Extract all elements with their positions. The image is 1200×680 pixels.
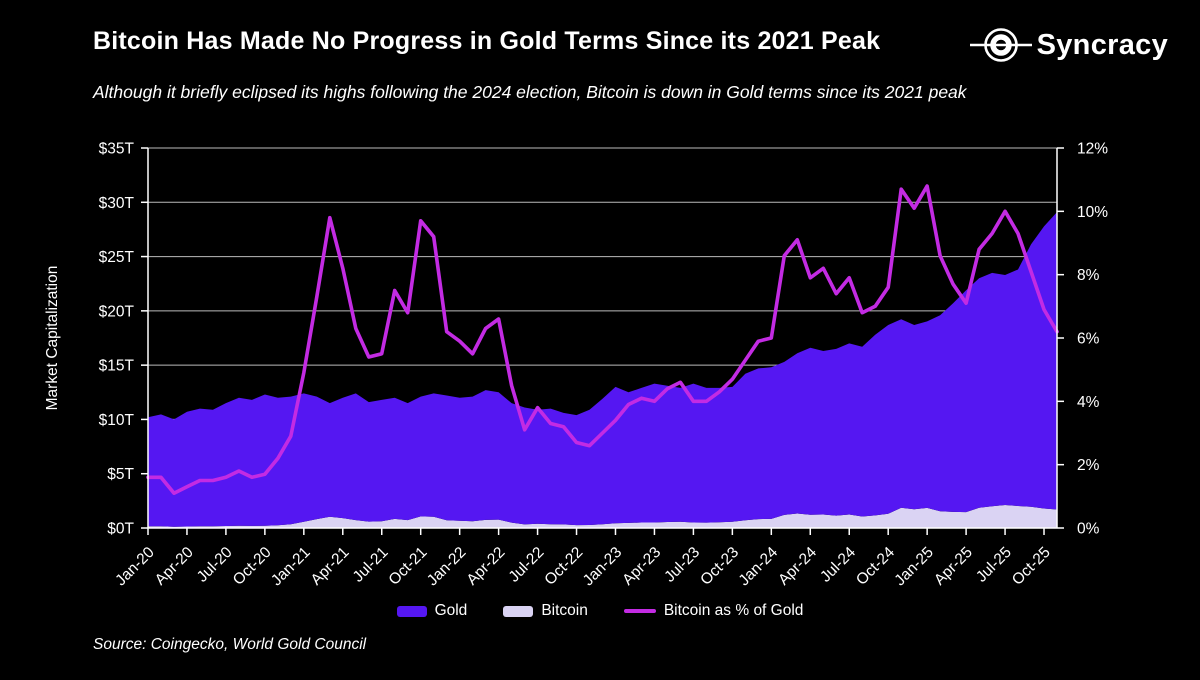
legend-item-gold: Gold — [396, 602, 468, 620]
x-tick-label: Oct-25 — [1009, 544, 1054, 589]
bitcoin-swatch-icon — [503, 605, 534, 617]
x-tick-label: Jul-22 — [506, 544, 548, 586]
legend-label-bitcoin: Bitcoin — [541, 602, 588, 619]
bitcoin-area-series — [148, 505, 1057, 528]
x-tick-label: Jan-21 — [268, 544, 314, 590]
chart-legend: Gold Bitcoin Bitcoin as % of Gold — [0, 602, 1200, 620]
y-left-tick-label: $35T — [99, 141, 135, 158]
syncracy-orbit-icon — [969, 28, 1032, 62]
x-tick-label: Oct-21 — [386, 544, 431, 589]
y-left-tick-label: $25T — [99, 249, 135, 266]
x-tick-label: Apr-22 — [464, 544, 509, 589]
page-title: Bitcoin Has Made No Progress in Gold Ter… — [93, 27, 881, 55]
x-tick-label: Apr-23 — [619, 544, 664, 589]
source-note: Source: Coingecko, World Gold Council — [93, 636, 367, 653]
gold-area-series — [148, 212, 1057, 527]
x-tick-label: Apr-25 — [931, 544, 976, 589]
x-tick-label: Jan-20 — [112, 544, 158, 590]
x-tick-label: Oct-22 — [541, 544, 586, 589]
legend-item-pct: Bitcoin as % of Gold — [623, 602, 804, 620]
y-right-tick-label: 4% — [1077, 394, 1100, 411]
y-right-tick-label: 2% — [1077, 457, 1100, 474]
x-tick-label: Jul-24 — [817, 544, 859, 586]
legend-label-gold: Gold — [434, 602, 468, 619]
x-tick-label: Apr-21 — [308, 544, 353, 589]
page-subtitle: Although it briefly eclipsed its highs f… — [93, 82, 967, 102]
y-right-tick-label: 8% — [1077, 267, 1100, 284]
y-left-tick-label: $15T — [99, 358, 135, 375]
x-tick-label: Jan-22 — [424, 544, 470, 590]
x-tick-label: Jul-21 — [350, 544, 392, 586]
x-tick-label: Jan-25 — [891, 544, 937, 590]
pct-line-swatch-icon — [623, 609, 656, 613]
gold-swatch-icon — [396, 605, 427, 617]
y-right-tick-label: 0% — [1077, 521, 1100, 538]
legend-label-pct: Bitcoin as % of Gold — [663, 602, 804, 619]
x-tick-label: Jul-25 — [973, 544, 1015, 586]
legend-item-bitcoin: Bitcoin — [503, 602, 588, 620]
x-tick-label: Jan-24 — [736, 544, 782, 590]
x-tick-label: Jan-23 — [580, 544, 626, 590]
syncracy-logo: Syncracy — [969, 22, 1168, 68]
y-right-tick-label: 10% — [1077, 204, 1108, 221]
x-tick-label: Oct-24 — [853, 544, 898, 589]
y-left-tick-label: $20T — [99, 303, 135, 320]
y-right-tick-label: 12% — [1077, 141, 1108, 158]
x-tick-label: Apr-20 — [152, 544, 197, 589]
y-left-tick-label: $30T — [99, 195, 135, 212]
x-tick-label: Oct-20 — [230, 544, 275, 589]
y-right-tick-label: 6% — [1077, 331, 1100, 348]
x-tick-label: Jul-20 — [194, 544, 236, 586]
bitcoin-pct-line-series — [146, 184, 1059, 496]
x-tick-label: Oct-23 — [697, 544, 742, 589]
y-left-tick-label: $10T — [99, 412, 135, 429]
x-tick-label: Apr-24 — [775, 544, 820, 589]
y-left-tick-label: $0T — [107, 521, 134, 538]
logo-brand-text: Syncracy — [1036, 28, 1168, 61]
x-tick-label: Jul-23 — [661, 544, 703, 586]
y-left-tick-label: $5T — [107, 466, 134, 483]
y-axis-title: Market Capitalization — [44, 266, 61, 411]
